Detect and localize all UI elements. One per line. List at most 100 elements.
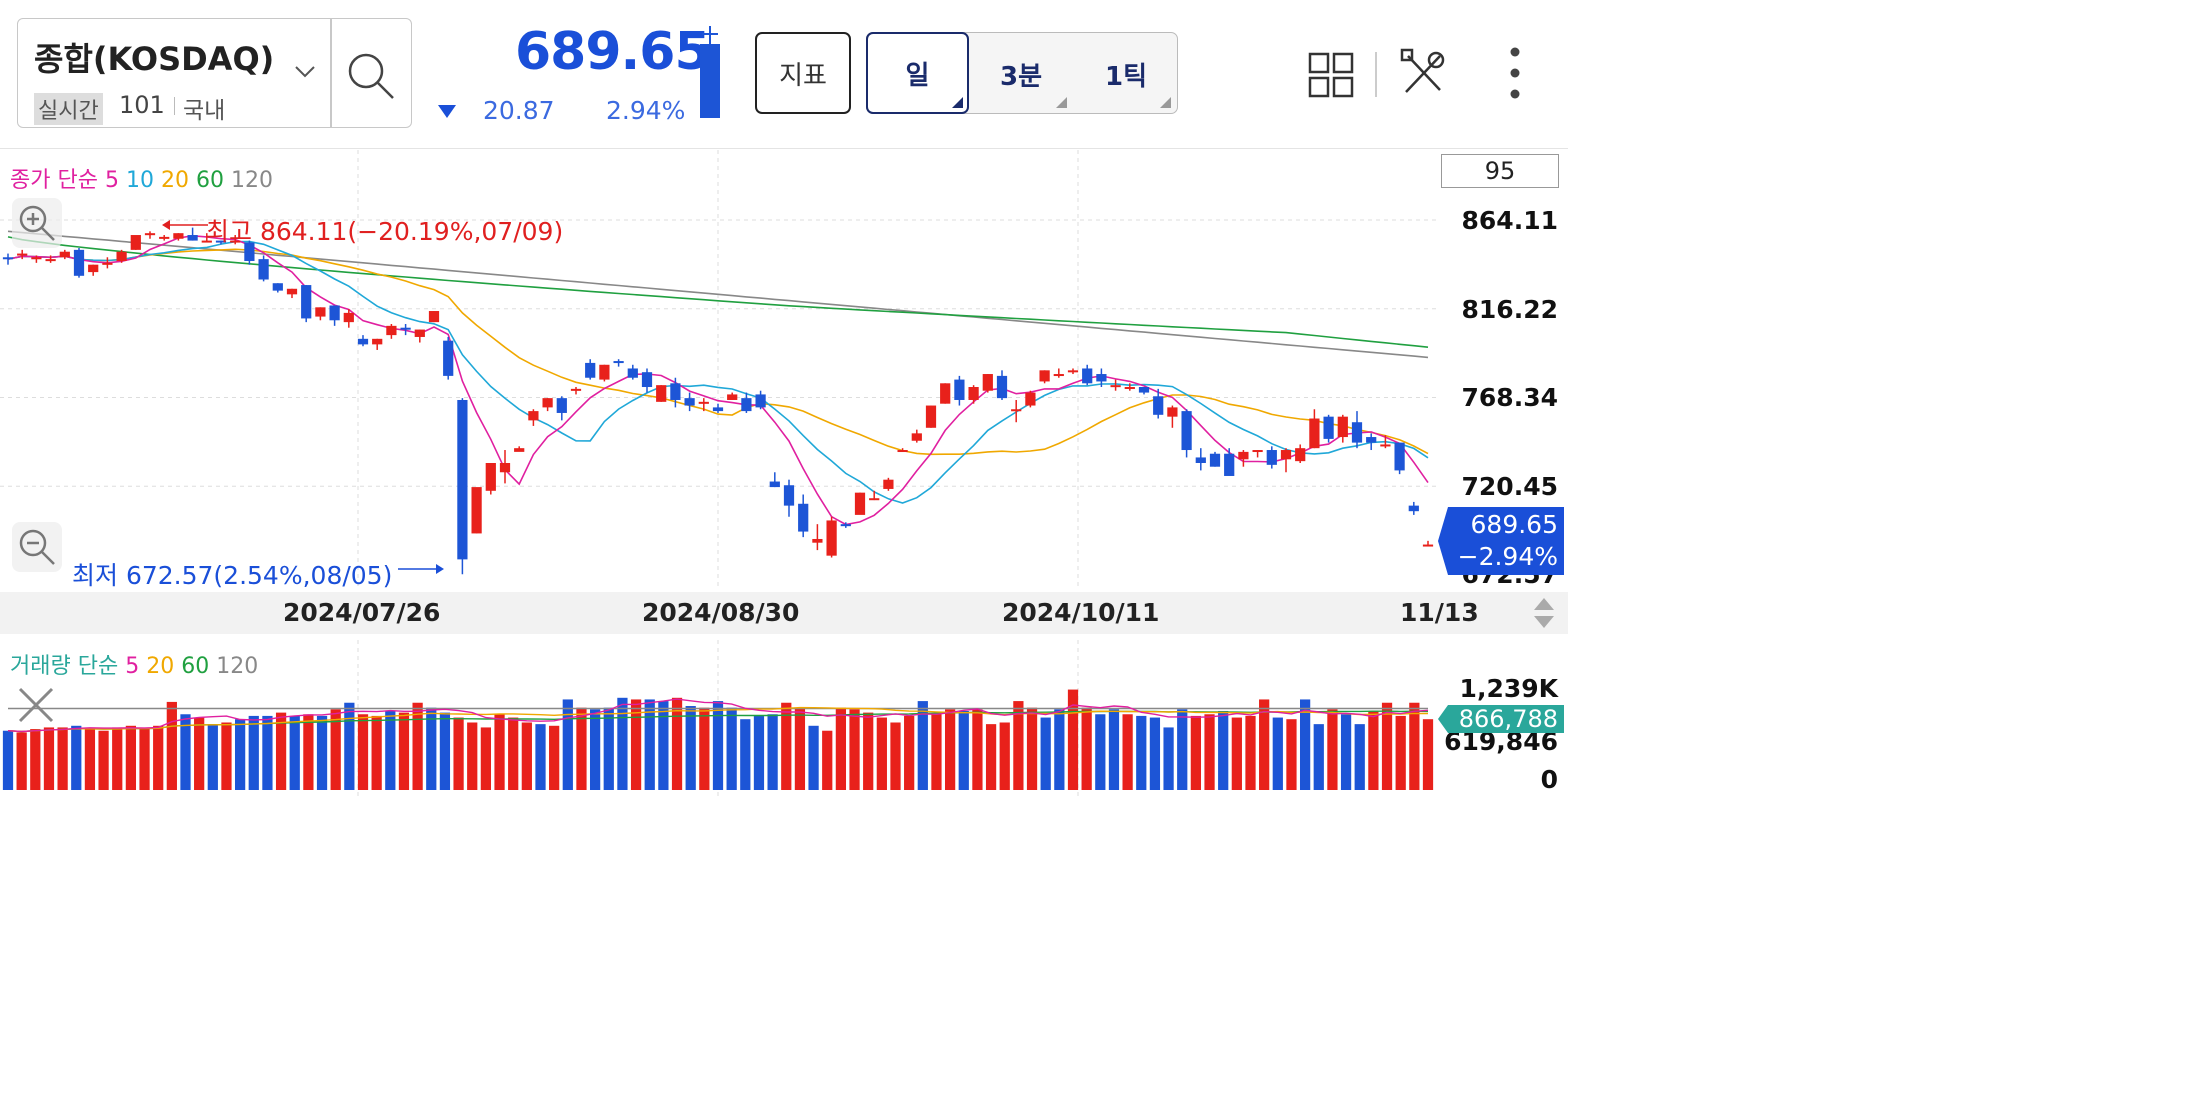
volume-chart[interactable] bbox=[0, 640, 1440, 797]
volume-bar bbox=[521, 722, 532, 790]
zoom-out-icon[interactable] bbox=[12, 522, 62, 576]
volume-bar bbox=[999, 722, 1010, 790]
vol-legend-ma5: 5 bbox=[125, 654, 140, 679]
corner-icon bbox=[952, 97, 963, 108]
low-arrow bbox=[398, 564, 444, 574]
candle-count-box[interactable]: 95 bbox=[1441, 154, 1559, 188]
candle-body bbox=[88, 264, 99, 273]
volume-bar bbox=[207, 724, 218, 790]
zoom-in-icon[interactable] bbox=[12, 198, 62, 252]
candle-body bbox=[1266, 450, 1277, 465]
layout-grid-icon[interactable] bbox=[1308, 52, 1354, 102]
corner-icon bbox=[1056, 97, 1067, 108]
volume-bar bbox=[1395, 715, 1406, 790]
candle-body bbox=[1209, 453, 1221, 467]
candle-body bbox=[783, 485, 795, 506]
volume-bar bbox=[535, 724, 546, 790]
volume-bar bbox=[849, 709, 860, 790]
candle-body bbox=[712, 407, 724, 412]
vol-y-label: 0 bbox=[1540, 765, 1558, 794]
volume-bar bbox=[1422, 719, 1434, 790]
candle-body bbox=[201, 240, 212, 243]
more-icon[interactable] bbox=[1507, 46, 1523, 106]
candle-body bbox=[1153, 396, 1164, 415]
candle-body bbox=[215, 240, 227, 243]
candle-body bbox=[1295, 448, 1306, 462]
period-day-button[interactable]: 일 bbox=[866, 32, 969, 114]
x-axis-label: 2024/08/30 bbox=[642, 598, 800, 627]
tools-icon[interactable] bbox=[1400, 48, 1446, 102]
candle-body bbox=[159, 236, 170, 239]
candle-body bbox=[1039, 370, 1050, 382]
y-axis-label: 768.34 bbox=[1461, 383, 1558, 412]
candle-body bbox=[17, 253, 28, 256]
volume-bar bbox=[917, 701, 928, 790]
candlestick-chart[interactable] bbox=[0, 150, 1440, 590]
candle-body bbox=[1082, 368, 1093, 384]
volume-bar bbox=[398, 712, 410, 790]
candle-body bbox=[940, 383, 951, 404]
volume-bar bbox=[357, 714, 369, 790]
current-price-tag-value: 689.65 bbox=[1470, 510, 1558, 539]
volume-bar bbox=[1327, 709, 1338, 790]
candle-body bbox=[1252, 450, 1263, 453]
volume-bar bbox=[248, 715, 259, 790]
volume-bar bbox=[904, 715, 915, 790]
divider bbox=[0, 148, 1568, 149]
period-3min-button[interactable]: 3분 bbox=[1000, 62, 1043, 92]
symbol-selector[interactable] bbox=[17, 18, 412, 128]
candle-body bbox=[812, 538, 823, 543]
volume-bar bbox=[944, 709, 956, 790]
candle-body bbox=[428, 311, 440, 323]
search-icon[interactable] bbox=[345, 50, 397, 106]
candle-body bbox=[144, 233, 156, 236]
volume-bar bbox=[43, 727, 55, 790]
vol-ma5-line bbox=[7, 698, 1429, 733]
volume-bar bbox=[1231, 717, 1242, 790]
candle-body bbox=[443, 340, 454, 376]
down-arrow-icon bbox=[438, 105, 456, 118]
volume-current-tag: 866,788 bbox=[1438, 705, 1564, 733]
legend-prefix: 종가 단순 bbox=[10, 168, 98, 193]
vol-legend-prefix: 거래량 단순 bbox=[10, 654, 119, 679]
volume-bar bbox=[1409, 702, 1420, 790]
candle-body bbox=[485, 462, 496, 491]
candle-body bbox=[727, 394, 738, 400]
legend-ma20: 20 bbox=[160, 168, 189, 193]
candle-body bbox=[925, 405, 937, 428]
period-1tick-button[interactable]: 1틱 bbox=[1105, 62, 1148, 92]
candle-body bbox=[585, 362, 596, 378]
volume-bar bbox=[603, 707, 614, 790]
candle-body bbox=[1181, 411, 1192, 451]
indicator-button[interactable]: 지표 bbox=[755, 32, 851, 114]
candle-body bbox=[1323, 416, 1334, 439]
vol-legend-ma120: 120 bbox=[216, 654, 259, 679]
volume-bar bbox=[671, 697, 683, 790]
candle-body bbox=[1195, 457, 1206, 463]
candle-body bbox=[73, 249, 85, 276]
candle-body bbox=[386, 325, 397, 336]
volume-bar bbox=[699, 707, 710, 790]
candle-body bbox=[315, 307, 326, 317]
symbol-name[interactable]: 종합(KOSDAQ) bbox=[34, 40, 275, 78]
candle-body bbox=[954, 379, 965, 400]
scroll-arrows-icon[interactable] bbox=[1532, 596, 1556, 634]
volume-bar bbox=[480, 727, 492, 790]
volume-bar bbox=[1013, 701, 1024, 790]
volume-bar bbox=[1272, 717, 1283, 790]
close-icon[interactable] bbox=[16, 685, 56, 729]
divider bbox=[330, 19, 332, 127]
candle-body bbox=[840, 524, 851, 527]
volume-bar bbox=[890, 722, 901, 790]
market-region: 국내 bbox=[183, 98, 226, 124]
chevron-down-icon[interactable] bbox=[294, 60, 316, 84]
volume-bar bbox=[139, 727, 150, 790]
volume-bar bbox=[630, 699, 642, 790]
volume-bar bbox=[658, 701, 669, 790]
volume-bar bbox=[712, 701, 724, 790]
volume-bar bbox=[508, 717, 519, 790]
volume-bar bbox=[194, 717, 205, 790]
volume-bar bbox=[1095, 714, 1106, 790]
candle-body bbox=[698, 401, 709, 404]
candle-body bbox=[244, 242, 255, 261]
